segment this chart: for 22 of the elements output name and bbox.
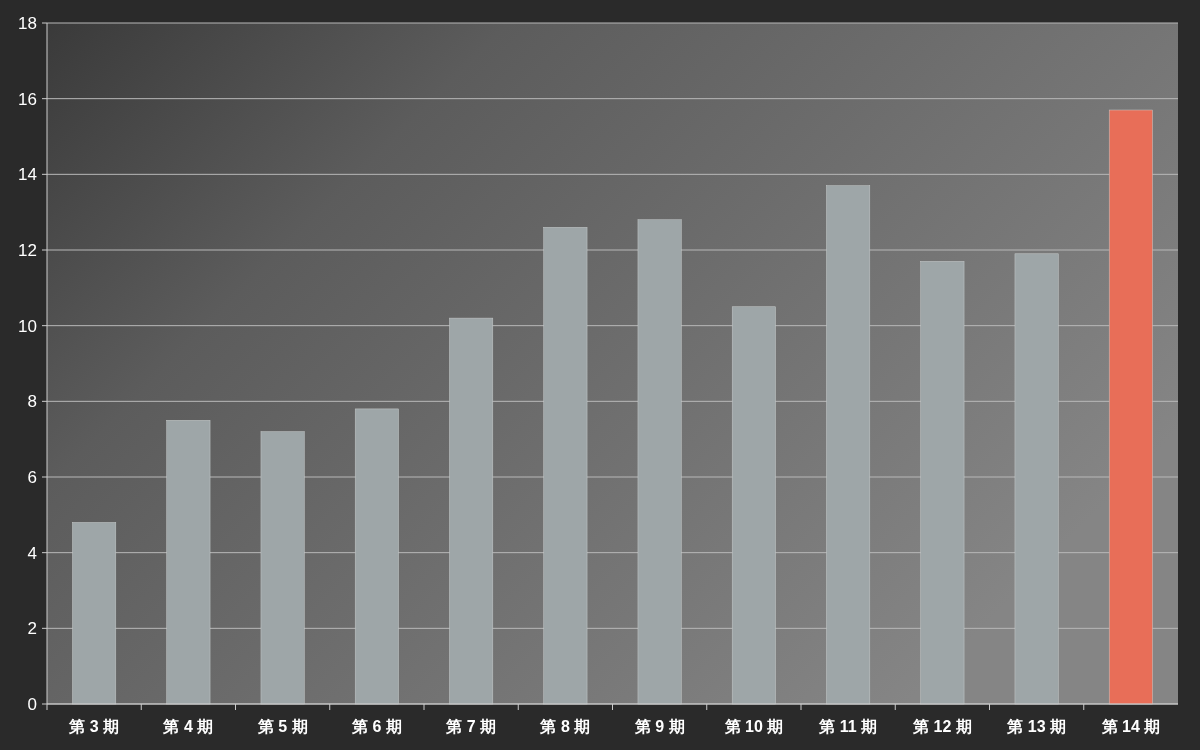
x-tick-label: 第 3 期 [68, 718, 120, 735]
y-tick-label: 14 [18, 165, 37, 185]
x-tick-label: 第 4 期 [162, 718, 214, 735]
y-tick-label: 18 [18, 14, 37, 33]
x-tick-label: 第 7 期 [445, 718, 497, 735]
y-tick-label: 10 [18, 316, 37, 336]
y-tick-label: 4 [27, 543, 37, 563]
y-tick-label: 8 [27, 392, 37, 412]
x-tick-label: 第 10 期 [723, 718, 784, 735]
y-tick-label: 6 [27, 468, 37, 487]
x-tick-label: 第 5 期 [256, 718, 308, 735]
y-tick-label: 0 [27, 695, 37, 714]
y-tick-label: 2 [27, 619, 37, 639]
x-tick-label: 第 13 期 [1006, 718, 1066, 735]
x-tick-label: 第 14 期 [1100, 718, 1161, 735]
x-tick-label: 第 8 期 [539, 718, 591, 735]
x-tick-label: 第 12 期 [912, 718, 972, 735]
x-tick-label: 第 6 期 [350, 718, 402, 735]
x-tick-label: 第 9 期 [633, 718, 685, 735]
y-tick-label: 12 [18, 241, 37, 260]
y-tick-label: 16 [18, 89, 37, 109]
x-tick-label: 第 11 期 [818, 718, 878, 735]
